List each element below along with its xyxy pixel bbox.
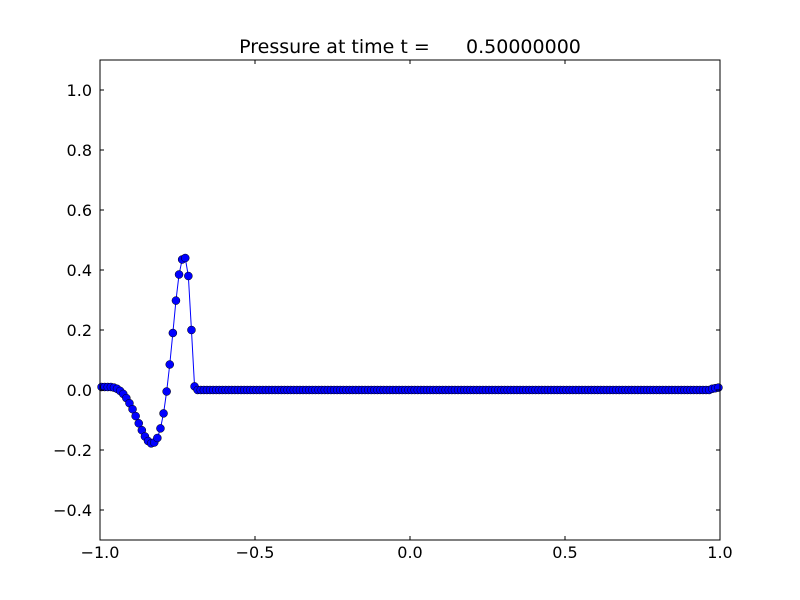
data-point xyxy=(159,409,168,418)
y-tick-label: 1.0 xyxy=(67,81,92,100)
x-tick-label: 0.0 xyxy=(397,543,422,562)
plot-area: −1.0 −0.5 0.0 0.5 1.0 −0.4 −0.2 0.0 0.2 0.4 0.6 0.8… xyxy=(53,59,733,562)
data-point xyxy=(153,433,162,443)
data-point xyxy=(162,387,171,396)
data-point xyxy=(171,296,181,305)
x-tick-label: 1.0 xyxy=(707,543,732,562)
y-tick-label: 0.2 xyxy=(67,321,92,340)
data-point xyxy=(187,325,196,335)
data-point xyxy=(174,270,184,279)
x-tick-label: −1.0 xyxy=(81,543,120,562)
y-tick-label: −0.4 xyxy=(53,501,92,520)
data-point xyxy=(156,424,165,433)
y-tick-label: 0.4 xyxy=(67,261,92,280)
y-tick-label: −0.2 xyxy=(53,441,92,460)
chart-title: Pressure at time t = 0.50000000 xyxy=(239,36,581,58)
data-point xyxy=(168,328,178,338)
data-point xyxy=(165,360,174,369)
data-point xyxy=(181,253,190,263)
x-tick-label: −0.5 xyxy=(236,543,275,562)
x-tick-label: 0.5 xyxy=(552,543,577,562)
data-point xyxy=(131,411,140,421)
y-tick-label: 0.6 xyxy=(67,201,92,220)
y-tick-label: 0.8 xyxy=(67,141,92,160)
y-tick-label: 0.0 xyxy=(67,381,92,400)
data-point xyxy=(184,271,193,281)
